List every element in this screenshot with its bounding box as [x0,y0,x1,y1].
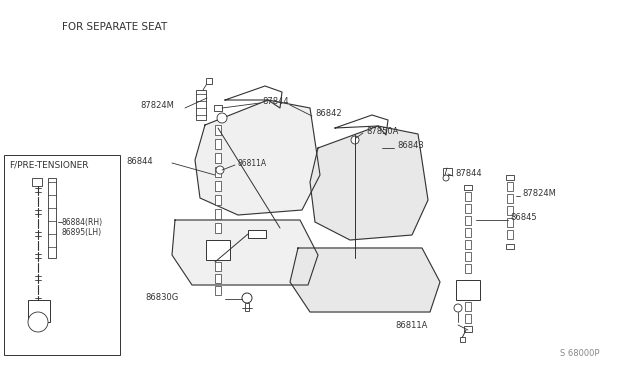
Text: S 68000P: S 68000P [561,349,600,358]
Bar [248,230,266,238]
Bar [215,153,221,163]
Circle shape [242,293,252,303]
Text: 87844: 87844 [262,96,289,106]
Polygon shape [290,248,440,312]
Text: 86895(LH): 86895(LH) [62,228,102,237]
Circle shape [216,166,224,174]
Bar [456,280,480,300]
Bar [464,326,472,332]
Text: 87850A: 87850A [366,126,398,135]
Circle shape [443,175,449,181]
Bar [506,175,514,180]
Bar [206,240,230,260]
Bar [245,303,249,311]
Bar [465,314,471,323]
Bar [215,195,221,205]
Bar [443,168,452,175]
Polygon shape [310,126,428,240]
Text: 86811A: 86811A [237,158,266,167]
Bar [465,252,471,261]
Text: 86842: 86842 [315,109,342,119]
Bar [215,167,221,177]
Bar [196,90,206,120]
Bar [465,240,471,249]
Bar [507,206,513,215]
Text: 86884(RH): 86884(RH) [62,218,103,227]
Text: F/PRE-TENSIONER: F/PRE-TENSIONER [9,160,88,169]
Circle shape [28,312,48,332]
Circle shape [351,136,359,144]
Text: 86843: 86843 [397,141,424,151]
Bar [32,178,42,186]
Bar [215,125,221,135]
Bar [506,244,514,249]
Polygon shape [172,220,318,285]
Bar [206,78,212,84]
Bar [48,178,56,258]
Bar [465,228,471,237]
Bar [28,300,50,322]
Polygon shape [195,100,320,215]
Bar [4,155,120,355]
Bar [215,181,221,191]
Bar [465,216,471,225]
Text: 86830G: 86830G [145,294,179,302]
Bar [507,194,513,203]
Circle shape [454,304,462,312]
Bar [465,302,471,311]
Bar [215,274,221,283]
Circle shape [217,113,227,123]
Bar [465,192,471,201]
Text: 87844: 87844 [455,170,482,179]
Bar [460,337,465,342]
Bar [215,223,221,233]
Bar [507,218,513,227]
Text: 86845: 86845 [510,214,536,222]
Text: 87824M: 87824M [140,102,174,110]
Text: 87824M: 87824M [522,189,556,199]
Bar [215,262,221,271]
Bar [464,185,472,190]
Text: 86811A: 86811A [395,321,428,330]
Bar [215,209,221,219]
Text: 86844: 86844 [126,157,152,167]
Bar [507,230,513,239]
Bar [214,105,222,111]
Bar [465,264,471,273]
Bar [507,182,513,191]
Bar [215,286,221,295]
Text: FOR SEPARATE SEAT: FOR SEPARATE SEAT [62,22,167,32]
Bar [215,139,221,149]
Bar [465,204,471,213]
